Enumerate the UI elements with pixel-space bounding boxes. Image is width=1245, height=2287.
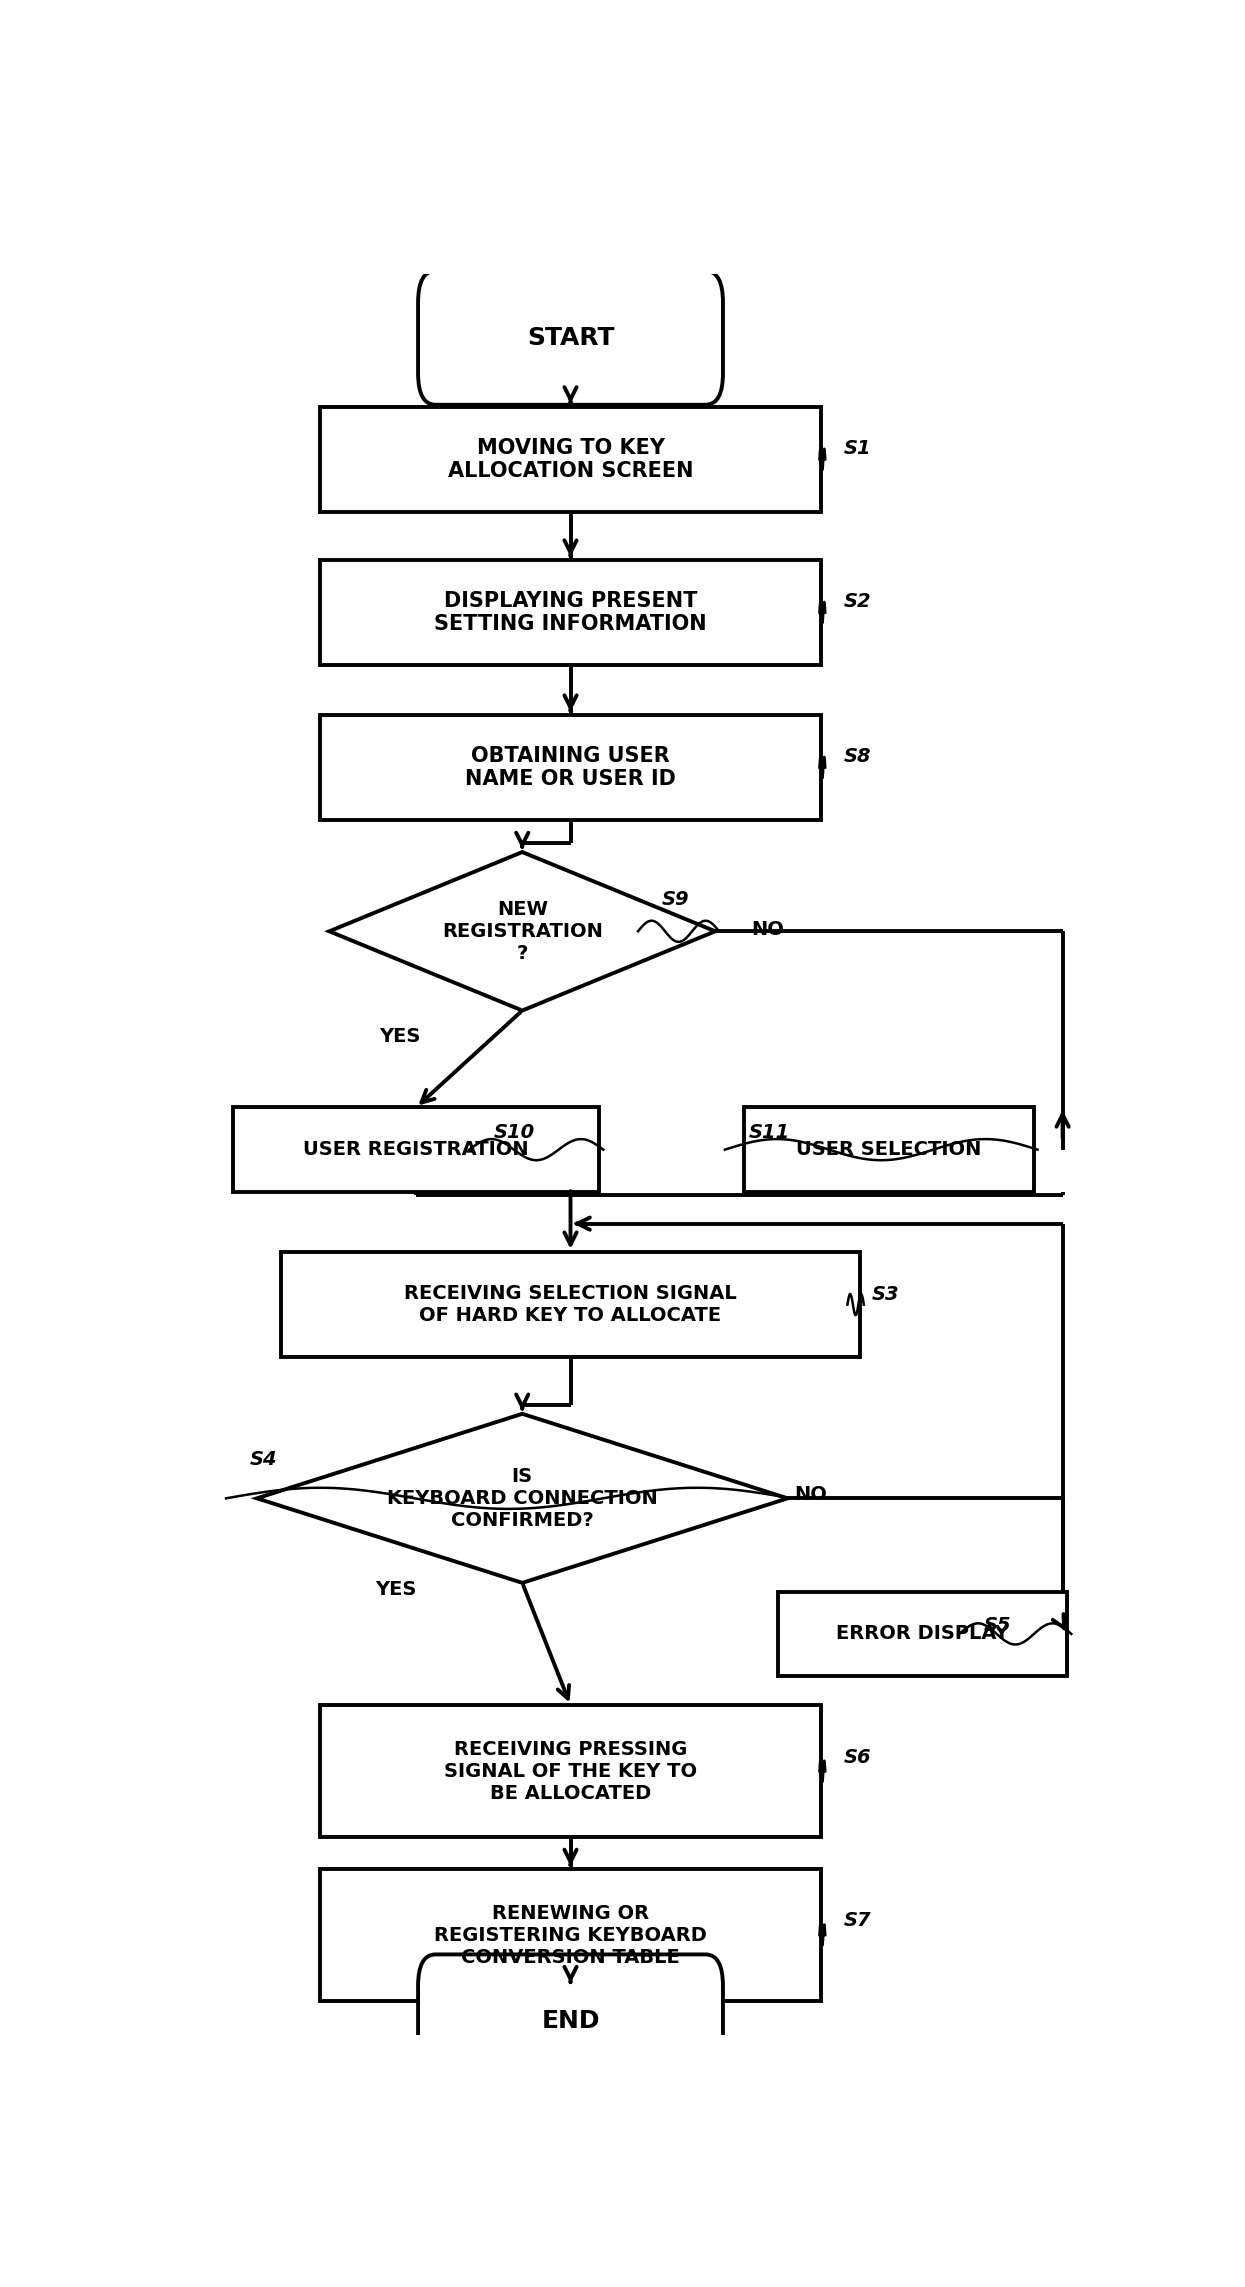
Text: S8: S8 <box>844 748 871 766</box>
Text: S9: S9 <box>662 890 690 910</box>
Text: S7: S7 <box>844 1912 871 1930</box>
Text: USER SELECTION: USER SELECTION <box>797 1141 981 1160</box>
Bar <box>320 1706 822 1836</box>
Text: NO: NO <box>794 1484 827 1505</box>
Text: IS
KEYBOARD CONNECTION
CONFIRMED?: IS KEYBOARD CONNECTION CONFIRMED? <box>387 1466 657 1530</box>
Text: S11: S11 <box>749 1123 791 1141</box>
FancyBboxPatch shape <box>418 1955 723 2088</box>
Bar <box>745 1107 1033 1192</box>
Text: USER REGISTRATION: USER REGISTRATION <box>304 1141 529 1160</box>
FancyBboxPatch shape <box>418 270 723 405</box>
Text: YES: YES <box>380 1027 421 1047</box>
Text: YES: YES <box>376 1580 417 1599</box>
Text: START: START <box>527 325 614 350</box>
Text: NO: NO <box>751 919 784 940</box>
Text: MOVING TO KEY
ALLOCATION SCREEN: MOVING TO KEY ALLOCATION SCREEN <box>448 437 693 480</box>
Text: END: END <box>542 2010 600 2033</box>
Bar <box>778 1592 1067 1676</box>
Polygon shape <box>256 1413 788 1583</box>
Text: S4: S4 <box>250 1450 278 1468</box>
Text: S10: S10 <box>493 1123 534 1141</box>
Bar <box>320 407 822 512</box>
Text: ERROR DISPLAY: ERROR DISPLAY <box>837 1624 1010 1644</box>
Text: S2: S2 <box>844 592 871 611</box>
Bar <box>233 1107 600 1192</box>
Text: S6: S6 <box>844 1747 871 1766</box>
Text: S5: S5 <box>984 1615 1011 1635</box>
Text: S1: S1 <box>844 439 871 457</box>
Polygon shape <box>329 853 716 1011</box>
Text: RENEWING OR
REGISTERING KEYBOARD
CONVERSION TABLE: RENEWING OR REGISTERING KEYBOARD CONVERS… <box>435 1903 707 1967</box>
Bar <box>320 560 822 666</box>
Bar <box>320 716 822 821</box>
Text: OBTAINING USER
NAME OR USER ID: OBTAINING USER NAME OR USER ID <box>466 746 676 789</box>
Text: DISPLAYING PRESENT
SETTING INFORMATION: DISPLAYING PRESENT SETTING INFORMATION <box>435 590 707 633</box>
Text: NEW
REGISTRATION
?: NEW REGISTRATION ? <box>442 899 603 963</box>
Bar <box>320 1868 822 2001</box>
Text: RECEIVING PRESSING
SIGNAL OF THE KEY TO
BE ALLOCATED: RECEIVING PRESSING SIGNAL OF THE KEY TO … <box>444 1740 697 1802</box>
Text: RECEIVING SELECTION SIGNAL
OF HARD KEY TO ALLOCATE: RECEIVING SELECTION SIGNAL OF HARD KEY T… <box>405 1283 737 1324</box>
Text: S3: S3 <box>872 1285 899 1304</box>
Bar <box>281 1251 860 1358</box>
